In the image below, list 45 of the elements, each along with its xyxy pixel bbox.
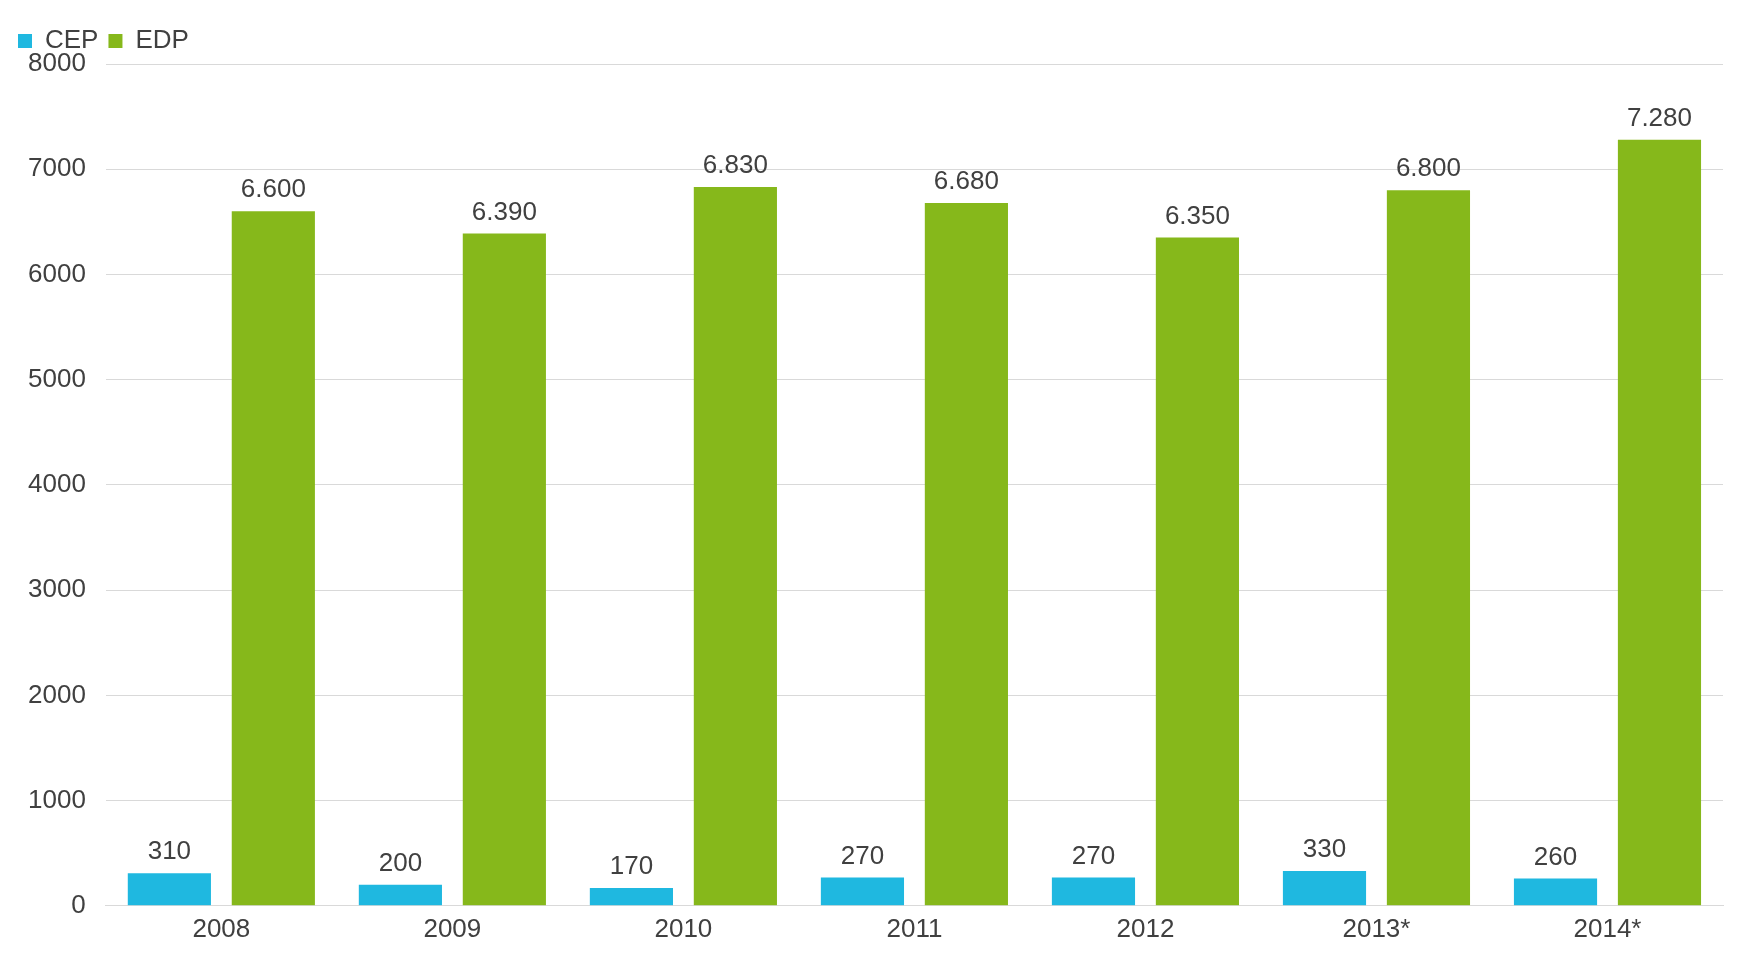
- y-tick-label: 0: [71, 888, 86, 919]
- x-tick-label: 2013*: [1342, 912, 1411, 943]
- data-label: 6.390: [471, 195, 537, 226]
- bar: [231, 211, 315, 906]
- x-tick-label: 2009: [423, 912, 482, 943]
- data-label: 6.350: [1164, 199, 1230, 230]
- data-label: 7.280: [1626, 101, 1693, 132]
- bar: [1386, 190, 1471, 906]
- y-tick-label: 3000: [28, 573, 86, 604]
- data-label: 260: [1533, 840, 1578, 871]
- data-label: 6.800: [1395, 152, 1461, 183]
- bar: [693, 187, 777, 906]
- y-tick-label: 5000: [28, 362, 86, 393]
- y-tick-label: 1000: [28, 783, 86, 814]
- bar: [1617, 139, 1702, 906]
- data-label: 6.830: [702, 149, 768, 180]
- y-tick-label: 4000: [28, 468, 86, 499]
- bar: [1155, 237, 1240, 906]
- bar: [127, 873, 211, 906]
- data-label: 200: [378, 846, 423, 877]
- data-label: 330: [1302, 833, 1347, 864]
- data-label: 270: [840, 839, 885, 870]
- data-label: 6.680: [933, 165, 999, 196]
- bar: [1513, 878, 1598, 906]
- data-label: 6.600: [240, 173, 306, 204]
- bar: [462, 233, 546, 906]
- data-label: 170: [609, 850, 654, 881]
- x-tick-label: 2014*: [1573, 912, 1642, 943]
- y-tick-label: 6000: [28, 257, 86, 288]
- bar: [1051, 877, 1136, 906]
- x-tick-label: 2008: [192, 912, 251, 943]
- bar: [358, 884, 442, 906]
- x-tick-label: 2011: [886, 912, 943, 943]
- y-tick-label: 8000: [28, 47, 86, 78]
- legend-label: EDP: [135, 24, 189, 55]
- bar: [924, 202, 1008, 906]
- y-tick-label: 7000: [28, 152, 86, 183]
- bar: [589, 887, 673, 906]
- data-label: 310: [147, 835, 192, 866]
- bar: [1282, 871, 1367, 906]
- bar: [820, 877, 905, 906]
- data-label: 270: [1071, 839, 1116, 870]
- x-tick-label: 2012: [1116, 912, 1175, 943]
- y-tick-label: 2000: [28, 678, 86, 709]
- x-tick-label: 2010: [654, 912, 713, 943]
